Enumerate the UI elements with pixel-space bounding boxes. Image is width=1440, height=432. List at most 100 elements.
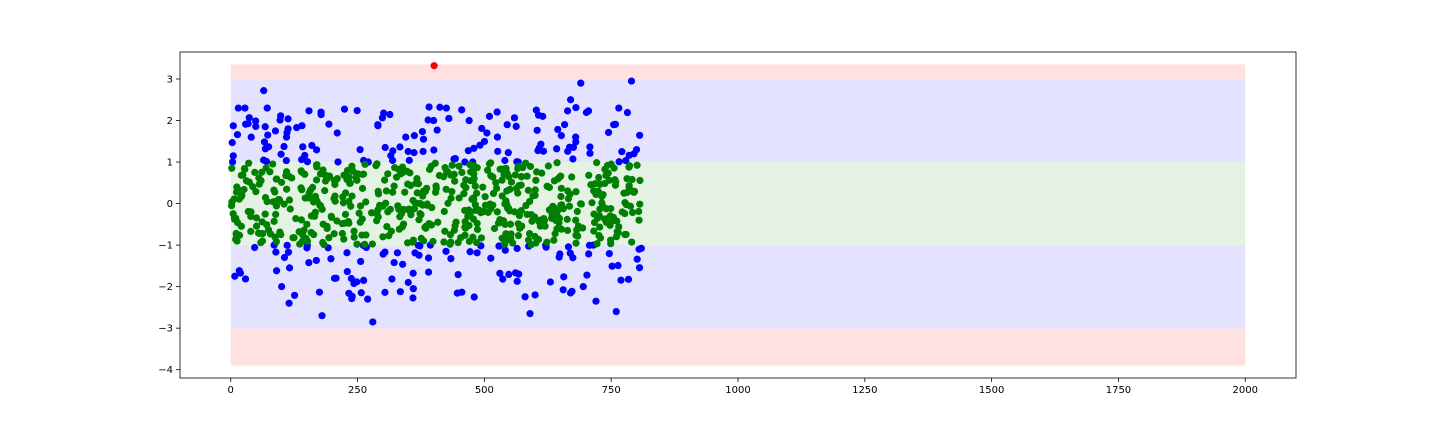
blue-point-129: [303, 244, 311, 252]
green-point-379: [348, 192, 356, 200]
green-point-365: [429, 237, 437, 246]
blue-point-138: [510, 114, 519, 122]
green-point-328: [331, 176, 340, 185]
green-point-412: [297, 216, 306, 224]
green-point-296: [518, 222, 526, 230]
green-point-210: [400, 205, 409, 214]
green-point-247: [531, 186, 539, 194]
green-point-263: [572, 239, 580, 247]
blue-point-72: [512, 122, 520, 130]
green-point-541: [254, 229, 263, 237]
green-point-350: [552, 216, 560, 225]
green-point-530: [517, 206, 525, 215]
x-tick-label: 1250: [852, 385, 877, 396]
y-tick-label: 2: [167, 116, 173, 127]
green-point-491: [442, 185, 450, 193]
blue-point-49: [559, 286, 567, 294]
y-tick-label: −1: [158, 241, 173, 252]
green-point-455: [498, 192, 506, 200]
blue-point-217: [357, 257, 365, 266]
blue-point-112: [566, 249, 574, 257]
green-point-272: [353, 175, 361, 184]
blue-point-169: [454, 270, 462, 279]
green-point-486: [466, 210, 474, 218]
green-point-175: [523, 172, 531, 180]
green-point-252: [409, 238, 417, 246]
blue-point-35: [567, 96, 575, 104]
blue-point-236: [478, 124, 486, 133]
green-point-536: [384, 170, 392, 178]
blue-point-180: [229, 122, 237, 130]
green-point-9: [490, 224, 499, 233]
green-point-361: [443, 167, 452, 176]
blue-point-230: [245, 114, 253, 122]
green-point-476: [481, 193, 489, 201]
green-point-181: [240, 185, 248, 194]
blue-point-223: [611, 120, 620, 128]
x-tick-label: 1500: [979, 385, 1004, 396]
blue-point-238: [572, 138, 580, 146]
blue-point-147: [505, 270, 513, 279]
blue-point-19: [402, 133, 410, 141]
green-point-472: [460, 190, 468, 198]
green-point-542: [470, 161, 478, 170]
blue-point-214: [277, 150, 285, 158]
blue-point-151: [566, 143, 574, 151]
blue-point-99: [244, 120, 252, 128]
green-point-428: [311, 192, 320, 200]
green-point-521: [272, 210, 280, 219]
green-point-143: [568, 173, 576, 181]
green-point-397: [573, 226, 581, 234]
green-point-425: [330, 194, 338, 203]
green-point-141: [545, 183, 554, 191]
green-point-144: [541, 222, 549, 230]
green-point-513: [461, 224, 470, 232]
green-point-223: [458, 168, 466, 177]
x-axis-ticks: 0 250 500 750 1000 1250 1500 1750 2000: [228, 378, 1258, 396]
blue-point-31: [503, 121, 511, 129]
green-point-422: [286, 205, 294, 213]
green-point-547: [507, 234, 515, 243]
blue-point-177: [380, 109, 388, 117]
green-point-8: [455, 162, 463, 170]
green-point-512: [313, 163, 321, 171]
blue-point-71: [327, 255, 335, 263]
green-point-323: [441, 227, 449, 235]
green-point-475: [416, 210, 424, 218]
green-point-450: [235, 231, 244, 239]
green-point-492: [481, 201, 490, 209]
green-point-330: [339, 193, 347, 201]
blue-point-12: [318, 312, 326, 320]
green-point-220: [428, 203, 436, 212]
green-point-449: [478, 208, 486, 216]
blue-point-107: [419, 147, 427, 156]
blue-point-224: [513, 244, 521, 253]
green-point-460: [233, 237, 241, 245]
green-point-429: [382, 187, 390, 195]
blue-point-120: [533, 126, 541, 134]
green-point-484: [612, 233, 621, 241]
blue-point-55: [299, 143, 307, 151]
blue-point-45: [632, 145, 641, 154]
green-point-418: [401, 188, 409, 196]
green-point-312: [621, 230, 629, 239]
green-point-525: [239, 171, 247, 179]
green-point-499: [310, 210, 319, 218]
blue-point-42: [615, 104, 623, 112]
green-point-431: [579, 224, 587, 232]
blue-point-216: [636, 131, 644, 139]
x-tick-label: 250: [348, 385, 367, 396]
green-point-148: [252, 214, 261, 222]
green-point-469: [477, 234, 485, 242]
blue-point-100: [233, 131, 242, 139]
green-point-419: [573, 207, 581, 216]
blue-point-43: [627, 77, 636, 85]
green-point-58: [493, 208, 501, 216]
green-point-371: [390, 182, 398, 190]
blue-point-206: [584, 107, 593, 115]
green-point-22: [312, 176, 321, 184]
green-point-215: [252, 222, 261, 230]
green-point-229: [392, 173, 401, 181]
blue-point-213: [521, 293, 529, 301]
